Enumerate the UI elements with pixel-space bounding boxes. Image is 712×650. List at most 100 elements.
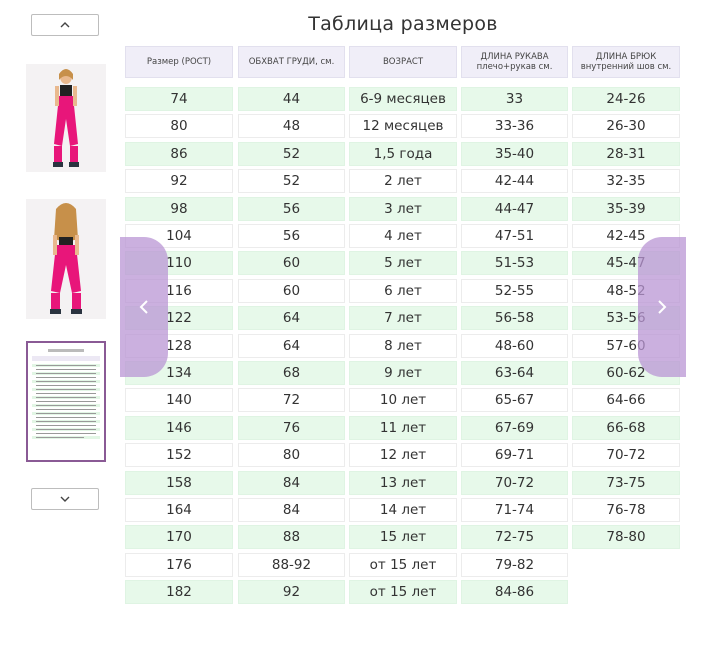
table-cell: 56-58 [461, 306, 568, 330]
table-cell: 60 [238, 251, 345, 275]
table-cell: 64 [238, 334, 345, 358]
table-cell: 15 лет [349, 525, 457, 549]
table-cell: 12 лет [349, 443, 457, 467]
size-chart-thumbnail-image [28, 343, 104, 460]
table-cell: 11 лет [349, 416, 457, 440]
table-cell: 69-71 [461, 443, 568, 467]
table-cell: 9 лет [349, 361, 457, 385]
column-header: ДЛИНА РУКАВА плечо+рукав см. [461, 46, 568, 78]
column-header-line: Размер (РОСТ) [146, 57, 212, 67]
size-chart-title: Таблица размеров [308, 13, 498, 35]
table-cell: 48-60 [461, 334, 568, 358]
table-cell: 80 [125, 114, 233, 138]
table-cell: 146 [125, 416, 233, 440]
table-cell: 88-92 [238, 553, 345, 577]
table-cell: 56 [238, 224, 345, 248]
table-cell: 3 лет [349, 197, 457, 221]
thumbnail-photo-front[interactable] [26, 64, 106, 172]
thumbnail-photo-back[interactable] [26, 199, 106, 319]
table-cell: 76-78 [572, 498, 680, 522]
next-image-button[interactable] [638, 237, 686, 377]
thumbnail-scroll-up-button[interactable] [31, 14, 99, 36]
table-cell: 44 [238, 87, 345, 111]
table-cell: 98 [125, 197, 233, 221]
chevron-left-icon [139, 300, 148, 314]
table-cell: 8 лет [349, 334, 457, 358]
table-cell: 1,5 года [349, 142, 457, 166]
table-cell: 84-86 [461, 580, 568, 604]
table-cell: 65-67 [461, 388, 568, 412]
table-cell: 92 [238, 580, 345, 604]
table-cell: 78-80 [572, 525, 680, 549]
table-cell: 84 [238, 471, 345, 495]
table-cell: 13 лет [349, 471, 457, 495]
table-cell: 92 [125, 169, 233, 193]
table-cell: 72 [238, 388, 345, 412]
table-cell: 63-64 [461, 361, 568, 385]
chevron-down-icon [60, 496, 70, 502]
table-cell: 72-75 [461, 525, 568, 549]
thumbnail-scroll-down-button[interactable] [31, 488, 99, 510]
table-cell: 74 [125, 87, 233, 111]
table-cell: 182 [125, 580, 233, 604]
table-cell: 68 [238, 361, 345, 385]
table-cell: 140 [125, 388, 233, 412]
table-cell: 70-72 [572, 443, 680, 467]
table-cell: 66-68 [572, 416, 680, 440]
column-header-line: плечо+рукав см. [476, 62, 553, 72]
table-cell: 176 [125, 553, 233, 577]
thumbnail-size-chart[interactable] [26, 341, 106, 462]
table-cell: 26-30 [572, 114, 680, 138]
table-cell: 32-35 [572, 169, 680, 193]
table-cell: 64 [238, 306, 345, 330]
table-cell: 48 [238, 114, 345, 138]
column-header-line: внутренний шов см. [580, 62, 672, 72]
table-cell: 52-55 [461, 279, 568, 303]
column-header-line: ДЛИНА РУКАВА [480, 52, 549, 62]
table-cell: 7 лет [349, 306, 457, 330]
table-cell: 60 [238, 279, 345, 303]
table-cell: 6-9 месяцев [349, 87, 457, 111]
table-cell: 158 [125, 471, 233, 495]
table-cell: 12 месяцев [349, 114, 457, 138]
table-cell: 56 [238, 197, 345, 221]
table-cell: 28-31 [572, 142, 680, 166]
table-cell: 52 [238, 142, 345, 166]
table-cell: 73-75 [572, 471, 680, 495]
table-cell: 35-40 [461, 142, 568, 166]
table-cell: 152 [125, 443, 233, 467]
table-cell: 33 [461, 87, 568, 111]
table-cell: 70-72 [461, 471, 568, 495]
table-cell: 80 [238, 443, 345, 467]
column-header-line: ВОЗРАСТ [382, 57, 424, 67]
chevron-right-icon [658, 300, 667, 314]
table-cell: 71-74 [461, 498, 568, 522]
chevron-up-icon [60, 22, 70, 28]
table-cell: 10 лет [349, 388, 457, 412]
table-cell: от 15 лет [349, 580, 457, 604]
table-cell: от 15 лет [349, 553, 457, 577]
table-cell: 67-69 [461, 416, 568, 440]
table-cell: 6 лет [349, 279, 457, 303]
table-cell: 35-39 [572, 197, 680, 221]
table-cell: 33-36 [461, 114, 568, 138]
table-cell: 76 [238, 416, 345, 440]
table-cell: 86 [125, 142, 233, 166]
column-header: ВОЗРАСТ [349, 46, 457, 78]
table-cell: 164 [125, 498, 233, 522]
table-cell: 2 лет [349, 169, 457, 193]
column-header-line: ДЛИНА БРЮК [595, 52, 657, 62]
table-cell: 44-47 [461, 197, 568, 221]
product-photo-back [26, 199, 106, 319]
table-cell: 4 лет [349, 224, 457, 248]
product-photo-front [26, 64, 106, 172]
table-cell: 170 [125, 525, 233, 549]
table-cell: 52 [238, 169, 345, 193]
table-cell: 5 лет [349, 251, 457, 275]
table-cell: 88 [238, 525, 345, 549]
previous-image-button[interactable] [120, 237, 168, 377]
column-header: Размер (РОСТ) [125, 46, 233, 78]
table-cell: 42-44 [461, 169, 568, 193]
table-cell: 14 лет [349, 498, 457, 522]
column-header-line: ОБХВАТ ГРУДИ, см. [248, 57, 335, 67]
